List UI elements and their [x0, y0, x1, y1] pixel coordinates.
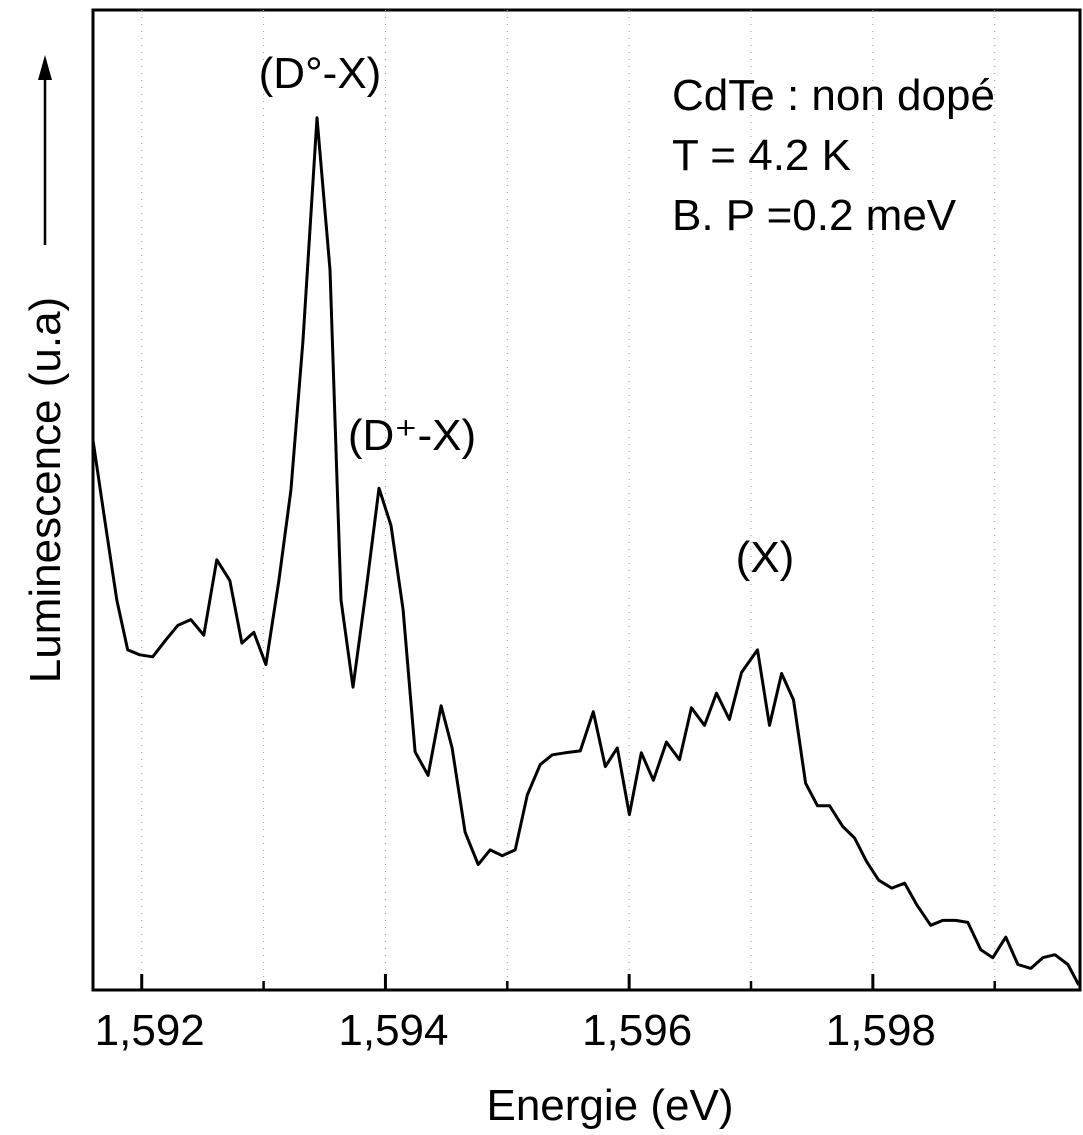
- peak-annotation: (D⁺-X): [348, 411, 476, 460]
- y-axis-label: Luminescence (u.a): [21, 297, 70, 683]
- peak-annotation: (D°-X): [259, 49, 382, 98]
- info-text: B. P =0.2 meV: [672, 191, 957, 240]
- data-line: [93, 116, 1080, 986]
- x-tick-label: 1,592: [95, 1006, 205, 1055]
- x-tick-label: 1,594: [338, 1006, 448, 1055]
- info-text: T = 4.2 K: [672, 131, 851, 180]
- x-tick-label: 1,596: [582, 1006, 692, 1055]
- x-axis-label: Energie (eV): [486, 1081, 733, 1130]
- info-text: CdTe : non dopé: [672, 71, 995, 120]
- x-tick-label: 1,598: [826, 1006, 936, 1055]
- y-axis-arrowhead: [38, 55, 52, 80]
- plot-frame: [91, 8, 1082, 992]
- peak-annotation: (X): [736, 533, 795, 582]
